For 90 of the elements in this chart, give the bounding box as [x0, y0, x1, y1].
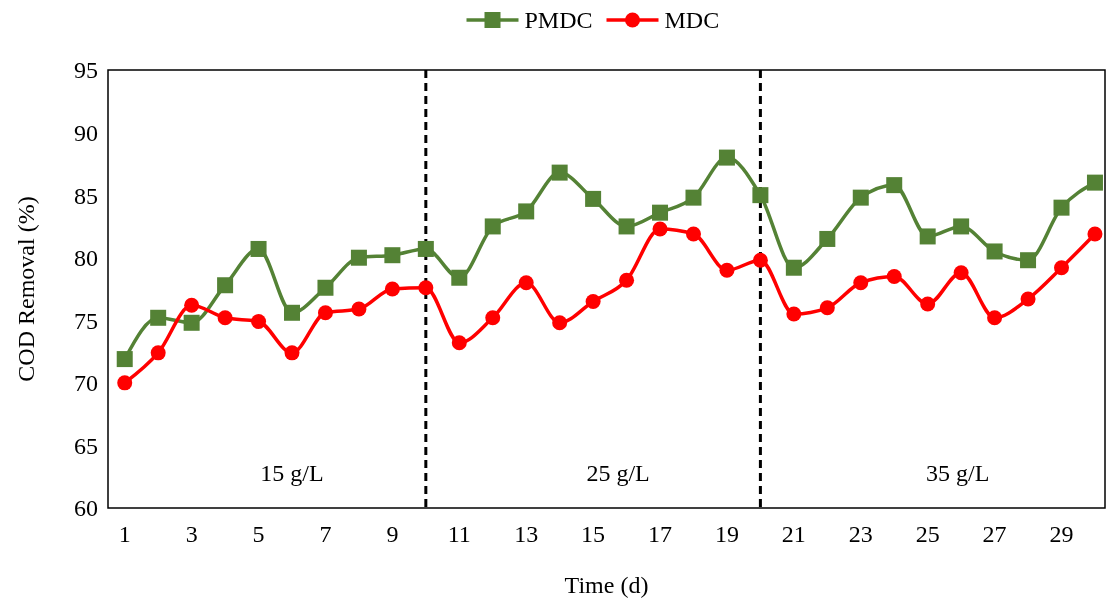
point [652, 204, 669, 221]
point [785, 259, 802, 276]
y-tick-label: 65 [74, 432, 98, 459]
point [116, 351, 133, 368]
point [384, 281, 400, 297]
point [1087, 226, 1103, 242]
point [384, 247, 401, 264]
y-tick-label: 70 [74, 370, 98, 397]
point [1053, 199, 1070, 216]
point [719, 262, 735, 278]
point [886, 177, 903, 194]
legend-label: MDC [664, 7, 720, 34]
point [552, 315, 568, 331]
point [251, 314, 267, 330]
point [852, 189, 869, 206]
point [418, 280, 434, 296]
point [752, 187, 769, 204]
y-tick-label: 95 [74, 57, 98, 84]
x-tick-label: 19 [714, 521, 739, 547]
point [183, 314, 200, 331]
x-tick-label: 11 [447, 521, 471, 547]
point [518, 203, 535, 220]
point [585, 190, 602, 207]
point [920, 296, 936, 312]
annotation: 35 g/L [926, 460, 990, 486]
annotation: 15 g/L [260, 460, 324, 486]
point [1020, 291, 1036, 307]
x-tick-label: 23 [848, 521, 873, 547]
point [685, 226, 701, 242]
point [451, 269, 468, 286]
point [317, 279, 334, 296]
x-tick-label: 9 [386, 521, 399, 547]
y-tick-label: 90 [74, 119, 98, 146]
point [350, 249, 367, 266]
legend-label: PMDC [524, 7, 593, 34]
point [484, 218, 501, 235]
point [117, 375, 133, 391]
point [317, 305, 333, 321]
point [551, 164, 568, 181]
point [184, 297, 200, 313]
point [987, 310, 1003, 326]
point [919, 228, 936, 245]
point [619, 272, 635, 288]
y-tick-label: 80 [74, 245, 98, 272]
point [284, 345, 300, 361]
x-axis-title: Time (d) [564, 572, 649, 598]
y-tick-label: 75 [74, 307, 98, 334]
point [718, 149, 735, 166]
point [752, 252, 768, 268]
point [451, 335, 467, 351]
x-tick-label: 7 [319, 521, 332, 547]
x-tick-label: 25 [915, 521, 940, 547]
point [284, 304, 301, 321]
point [819, 300, 835, 316]
point [1020, 252, 1037, 269]
point [986, 243, 1003, 260]
x-tick-label: 21 [781, 521, 806, 547]
point [953, 265, 969, 281]
point [685, 189, 702, 206]
point [819, 230, 836, 247]
x-tick-label: 1 [118, 521, 131, 547]
point [217, 310, 233, 326]
point [585, 294, 601, 310]
x-tick-label: 15 [581, 521, 606, 547]
point [953, 218, 970, 235]
point [351, 301, 367, 317]
point [417, 240, 434, 257]
point [786, 306, 802, 322]
y-tick-label: 60 [74, 495, 98, 522]
point [250, 240, 267, 257]
point [618, 218, 635, 235]
x-tick-label: 17 [648, 521, 673, 547]
annotation: 25 g/L [586, 460, 650, 486]
point [150, 309, 167, 326]
x-tick-label: 13 [514, 521, 539, 547]
point [1054, 260, 1070, 276]
point [217, 277, 234, 294]
x-tick-label: 29 [1049, 521, 1074, 547]
x-tick-label: 3 [185, 521, 198, 547]
point [485, 310, 501, 326]
y-tick-label: 85 [74, 182, 98, 209]
y-axis-title: COD Removal (%) [13, 196, 39, 382]
x-tick-label: 27 [982, 521, 1007, 547]
point [1086, 174, 1103, 191]
x-tick-label: 5 [252, 521, 265, 547]
point [150, 345, 166, 361]
point [886, 268, 902, 284]
point [853, 275, 869, 291]
point [518, 275, 534, 291]
point [652, 221, 668, 237]
